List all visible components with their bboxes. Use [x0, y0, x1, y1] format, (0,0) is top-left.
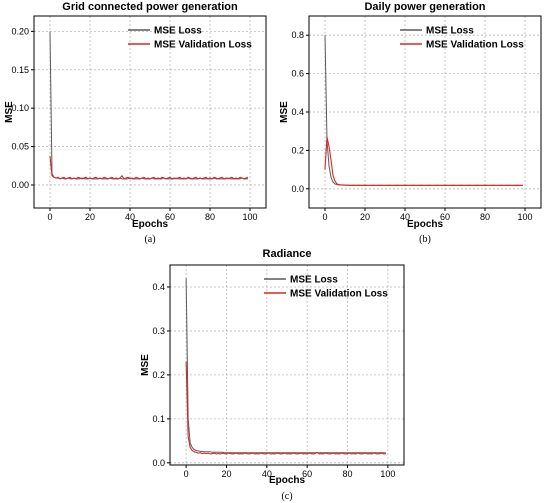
legend-label: MSE Loss — [426, 26, 474, 37]
chart-panel-b: 0 20 40 60 80 100 0.0 0.2 0.4 0.6 0.8 Daily power g… — [279, 1, 542, 245]
y-tick-label: 0.6 — [291, 69, 304, 79]
x-axis-label: Epochs — [132, 219, 169, 230]
y-axis-label: MSE — [140, 354, 151, 376]
chart-title: Radiance — [263, 248, 312, 260]
series-line-mse-loss — [185, 278, 386, 454]
plot-frame — [169, 264, 405, 466]
legend-label: MSE Validation Loss — [426, 40, 524, 51]
x-tick-label: 80 — [205, 212, 215, 222]
y-tick-label: 0.2 — [291, 145, 304, 155]
series-line-mse-validation-loss — [49, 155, 249, 180]
y-tick-label: 0.10 — [11, 103, 29, 113]
plot-area — [34, 16, 266, 208]
legend-label: MSE Loss — [154, 26, 202, 37]
x-axis-label: Epochs — [407, 219, 444, 230]
y-tick-label: 0.1 — [152, 414, 165, 424]
x-tick-label: 20 — [360, 212, 370, 222]
panel-caption: (c) — [281, 491, 292, 502]
y-axis-label: MSE — [4, 101, 15, 123]
y-tick-label: 0.05 — [11, 142, 29, 152]
y-tick-label: 0.2 — [152, 370, 165, 380]
legend-label: MSE Validation Loss — [290, 289, 388, 300]
y-tick-label: 0.15 — [11, 65, 29, 75]
legend: MSE Loss MSE Validation Loss — [128, 26, 252, 51]
chart-panel-c: 0 20 40 60 80 100 0.0 0.1 0.2 0.3 0.4 Radiance Epoch… — [140, 248, 405, 502]
x-tick-label: 40 — [262, 469, 272, 479]
y-tick-label: 0.0 — [291, 184, 304, 194]
x-tick-label: 60 — [302, 469, 312, 479]
x-tick-label: 20 — [221, 469, 231, 479]
plot-frame — [33, 15, 267, 209]
plot-area — [170, 265, 404, 465]
legend: MSE Loss MSE Validation Loss — [400, 26, 524, 51]
chart-title: Grid connected power generation — [62, 1, 238, 13]
legend-label: MSE Loss — [290, 275, 338, 286]
x-tick-label: 100 — [380, 469, 395, 479]
x-tick-label: 40 — [125, 212, 135, 222]
series-line-mse-validation-loss — [185, 361, 386, 455]
y-tick-label: 0.8 — [291, 30, 304, 40]
legend: MSE Loss MSE Validation Loss — [264, 275, 388, 300]
y-tick-label: 0.3 — [152, 326, 165, 336]
legend-label: MSE Validation Loss — [154, 40, 252, 51]
x-tick-label: 60 — [165, 212, 175, 222]
x-tick-label: 40 — [400, 212, 410, 222]
y-axis-label: MSE — [279, 101, 290, 123]
y-tick-label: 0.0 — [152, 458, 165, 468]
x-tick-label: 0 — [47, 212, 52, 222]
chart-title: Daily power generation — [364, 1, 485, 13]
x-axis-label: Epochs — [269, 475, 306, 486]
x-tick-label: 80 — [480, 212, 490, 222]
x-tick-label: 0 — [322, 212, 327, 222]
panel-caption: (a) — [144, 234, 155, 245]
x-tick-label: 100 — [242, 212, 257, 222]
y-tick-label: 0.4 — [152, 282, 165, 292]
x-tick-label: 80 — [343, 469, 353, 479]
panel-caption: (b) — [419, 234, 431, 245]
y-tick-label: 0.20 — [11, 26, 29, 36]
x-tick-label: 20 — [85, 212, 95, 222]
y-tick-label: 0.4 — [291, 107, 304, 117]
y-tick-label: 0.00 — [11, 180, 29, 190]
x-tick-label: 0 — [184, 469, 189, 479]
x-tick-label: 100 — [517, 212, 532, 222]
series-line-mse-validation-loss — [324, 136, 523, 186]
chart-panel-a: 0 20 40 60 80 100 0.00 0.05 0.10 0.15 0.20 Grid con… — [4, 1, 267, 245]
x-tick-label: 60 — [440, 212, 450, 222]
